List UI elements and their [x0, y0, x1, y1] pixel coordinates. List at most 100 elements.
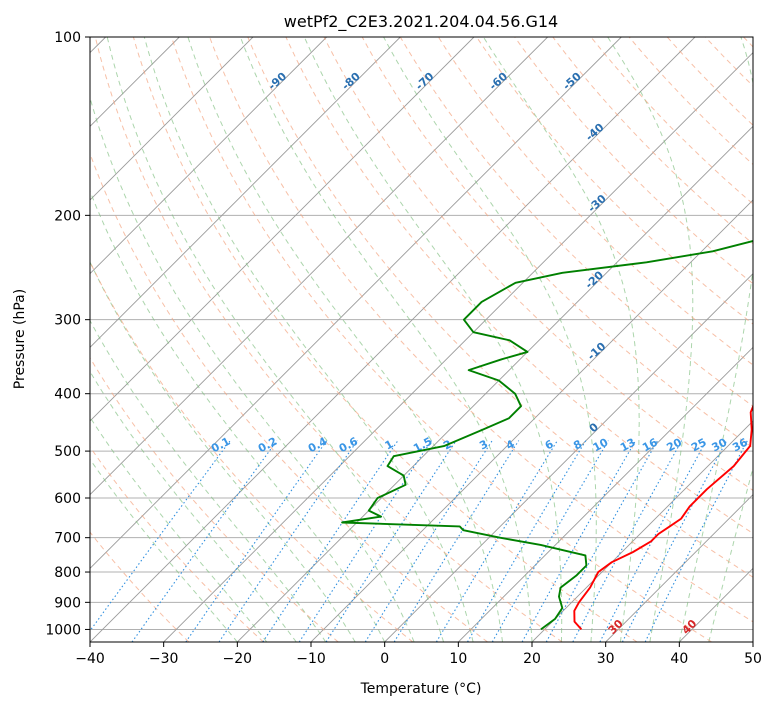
isotherm-line — [531, 420, 753, 642]
isotherm-label: -80 — [339, 70, 363, 93]
isotherm-label: -60 — [487, 70, 511, 93]
mixing-ratio-label: 0.1 — [209, 435, 232, 456]
moist-adiabat-lines — [90, 37, 753, 642]
mixing-ratio-label: 8 — [571, 437, 584, 452]
profile-series — [341, 240, 753, 631]
moist-adiabat-line — [303, 37, 563, 642]
x-tick-label: 30 — [597, 651, 615, 667]
dry-adiabat-line — [704, 37, 753, 87]
isotherm-label: -40 — [583, 121, 607, 144]
x-tick-label: 0 — [380, 651, 389, 667]
moist-adiabat-line — [90, 416, 268, 642]
mixing-ratio-label: 30 — [710, 436, 730, 455]
y-tick-label: 900 — [54, 595, 81, 611]
moist-adiabat-line — [90, 260, 356, 642]
x-tick-label: −40 — [75, 651, 105, 667]
dry-adiabat-line — [666, 37, 753, 126]
y-tick-label: 1000 — [45, 622, 81, 638]
plot-frame — [89, 36, 754, 643]
x-tick-label: −10 — [296, 651, 326, 667]
mixing-ratio-label: 4 — [504, 437, 517, 452]
mixing-ratio-line — [393, 440, 520, 642]
isotherm-line — [90, 37, 254, 201]
x-tick-label: 50 — [744, 651, 762, 667]
y-axis-ticks: 100 200 300 400 500 600 700 800 900 1000 — [45, 30, 90, 638]
mixing-ratio-label: 20 — [664, 436, 684, 455]
isotherm-line — [605, 494, 753, 642]
isotherm-label: -70 — [413, 70, 437, 93]
y-tick-label: 300 — [54, 313, 81, 329]
moist-adiabat-line — [90, 458, 238, 642]
isotherm-line — [90, 37, 327, 275]
mixing-ratio-line — [491, 440, 609, 642]
moist-adiabat-line — [607, 37, 694, 642]
x-tick-label: −30 — [149, 651, 179, 667]
isotherm-line — [752, 641, 753, 642]
mixing-ratio-line — [521, 440, 637, 642]
x-tick-label: 40 — [670, 651, 688, 667]
mixing-ratio-label: 6 — [543, 437, 556, 452]
mixing-ratio-line — [545, 440, 659, 642]
dry-adiabat-line — [171, 37, 712, 642]
reference-line-labels: 0.10.20.40.611.52346810131620253036-100-… — [209, 70, 750, 637]
mixing-ratio-line — [218, 440, 358, 642]
moist-adiabat-line — [187, 37, 503, 642]
mixing-ratio-label: 0.4 — [306, 435, 330, 456]
dry-adiabat-line — [552, 37, 753, 245]
mixing-ratio-line — [325, 440, 457, 642]
mixing-ratio-line — [621, 440, 728, 642]
isotherm-line — [90, 37, 622, 569]
y-tick-label: 100 — [54, 30, 81, 46]
mixing-ratio-line — [298, 440, 432, 642]
mixing-ratio-label: 36 — [730, 436, 750, 455]
dry-adiabat-line — [514, 37, 753, 285]
dewpoint-profile-line — [341, 240, 753, 631]
temperature-profile-line — [573, 404, 753, 631]
isotherm-line — [237, 125, 753, 642]
isotherm-line — [90, 37, 401, 348]
isotherm-line — [679, 567, 753, 642]
mixing-ratio-label: 3 — [477, 437, 490, 452]
isotherm-lines — [90, 37, 753, 642]
isotherm-label: -90 — [266, 70, 290, 93]
mixing-ratio-line — [131, 440, 278, 642]
dry-adiabat-line — [361, 37, 753, 449]
moist-adiabat-line — [482, 37, 640, 642]
isotherm-line — [163, 52, 753, 642]
mixing-ratio-label: 10 — [591, 436, 611, 455]
mixing-ratio-line — [435, 440, 558, 642]
y-tick-label: 600 — [54, 491, 81, 507]
moist-adiabat-line — [90, 96, 415, 642]
y-tick-label: 500 — [54, 444, 81, 460]
dry-adiabat-line — [399, 37, 753, 407]
dry-adiabat-line — [132, 37, 638, 642]
isotherm-line — [90, 37, 548, 496]
dry-adiabat-line — [743, 37, 753, 48]
dry-adiabat-line — [209, 37, 753, 623]
chart-title: wetPf2_C2E3.2021.204.04.56.G14 — [284, 12, 558, 32]
dry-adiabat-line — [437, 37, 753, 366]
mixing-ratio-line — [90, 440, 231, 632]
mixing-ratio-label: 0.6 — [337, 435, 361, 456]
dry-adiabat-line — [90, 356, 339, 642]
isotherm-line — [310, 199, 753, 642]
mixing-ratio-label: 0.2 — [256, 435, 279, 456]
x-axis-label: Temperature (°C) — [360, 681, 482, 697]
moist-adiabat-line — [90, 319, 327, 642]
dry-adiabat-line — [90, 446, 264, 642]
y-axis-label: Pressure (hPa) — [12, 289, 28, 389]
dry-adiabat-line — [247, 37, 753, 578]
y-tick-label: 800 — [54, 565, 81, 581]
mixing-ratio-label: 25 — [689, 436, 709, 455]
x-tick-label: 10 — [449, 651, 467, 667]
isobar-gridlines — [90, 37, 753, 630]
plot-area: 0.10.20.40.611.52346810131620253036-100-… — [90, 37, 753, 642]
isotherm-line — [384, 273, 753, 642]
isotherm-label: -10 — [585, 340, 609, 363]
moist-adiabat-line — [143, 37, 474, 642]
mixing-ratio-line — [644, 440, 748, 642]
isotherm-label: -50 — [560, 70, 584, 93]
y-tick-label: 700 — [54, 531, 81, 547]
moist-adiabat-line — [383, 37, 597, 642]
